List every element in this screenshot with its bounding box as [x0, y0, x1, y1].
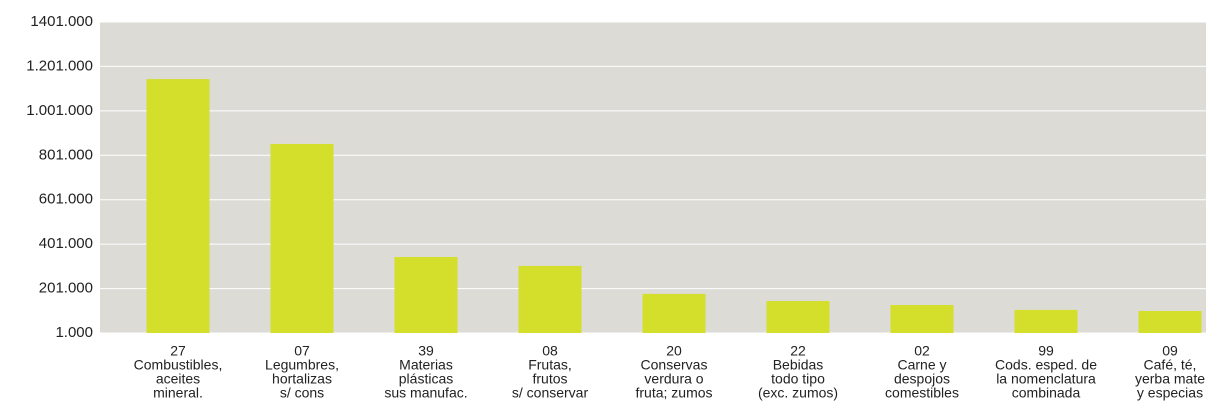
x-tick-label: Combustibles,: [134, 357, 223, 373]
x-tick-label: despojos: [894, 371, 950, 387]
y-tick-label: 1.000: [55, 324, 93, 341]
y-tick-label: 1.201.000: [26, 57, 93, 74]
x-tick-label: 20: [666, 343, 682, 359]
x-tick-label: (exc. zumos): [758, 385, 838, 401]
bar: [270, 143, 334, 333]
y-tick-label: 801.000: [39, 146, 93, 163]
x-tick-label: 27: [170, 343, 186, 359]
x-tick-label: frutos: [532, 371, 567, 387]
x-tick-label: combinada: [1012, 385, 1081, 401]
bar: [766, 301, 830, 333]
x-tick-label: Conservas: [641, 357, 708, 373]
bar: [1014, 309, 1078, 333]
x-tick-label: Cods. esped. de: [995, 357, 1097, 373]
x-tick-label: la nomenclatura: [996, 371, 1096, 387]
x-tick-label: s/ conservar: [512, 385, 589, 401]
x-tick-label: aceites: [156, 371, 200, 387]
bar: [394, 257, 458, 333]
x-tick-label: fruta; zumos: [635, 385, 712, 401]
x-tick-label: plásticas: [399, 371, 453, 387]
x-tick-label: comestibles: [885, 385, 959, 401]
x-tick-label: 22: [790, 343, 806, 359]
bar: [1138, 311, 1202, 333]
x-tick-label: sus manufac.: [384, 385, 467, 401]
x-tick-label: 02: [914, 343, 930, 359]
bar: [518, 265, 582, 333]
y-tick-label: 601.000: [39, 191, 93, 208]
x-tick-label: verdura o: [644, 371, 703, 387]
x-tick-label: Café, té,: [1144, 357, 1197, 373]
x-tick-label: todo tipo: [771, 371, 825, 387]
x-tick-label: mineral.: [153, 385, 203, 401]
x-tick-label: Legumbres,: [265, 357, 339, 373]
y-tick-label: 1.001.000: [26, 102, 93, 119]
x-tick-label: y especias: [1137, 385, 1203, 401]
bar: [642, 293, 706, 333]
x-tick-label: 07: [294, 343, 310, 359]
x-tick-label: s/ cons: [280, 385, 324, 401]
x-tick-label: yerba mate: [1135, 371, 1205, 387]
x-tick-label: Frutas,: [528, 357, 572, 373]
bar: [146, 79, 210, 333]
x-tick-label: Carne y: [897, 357, 946, 373]
x-tick-label: Materias: [399, 357, 453, 373]
bar: [890, 305, 954, 333]
x-tick-label: Bebidas: [773, 357, 824, 373]
y-tick-label: 1401.000: [30, 13, 93, 30]
x-tick-label: 39: [418, 343, 434, 359]
x-tick-label: hortalizas: [272, 371, 332, 387]
x-tick-label: 09: [1162, 343, 1178, 359]
y-tick-label: 201.000: [39, 280, 93, 297]
y-tick-label: 401.000: [39, 235, 93, 252]
x-tick-label: 08: [542, 343, 558, 359]
plot-area: [100, 22, 1206, 333]
x-tick-label: 99: [1038, 343, 1054, 359]
